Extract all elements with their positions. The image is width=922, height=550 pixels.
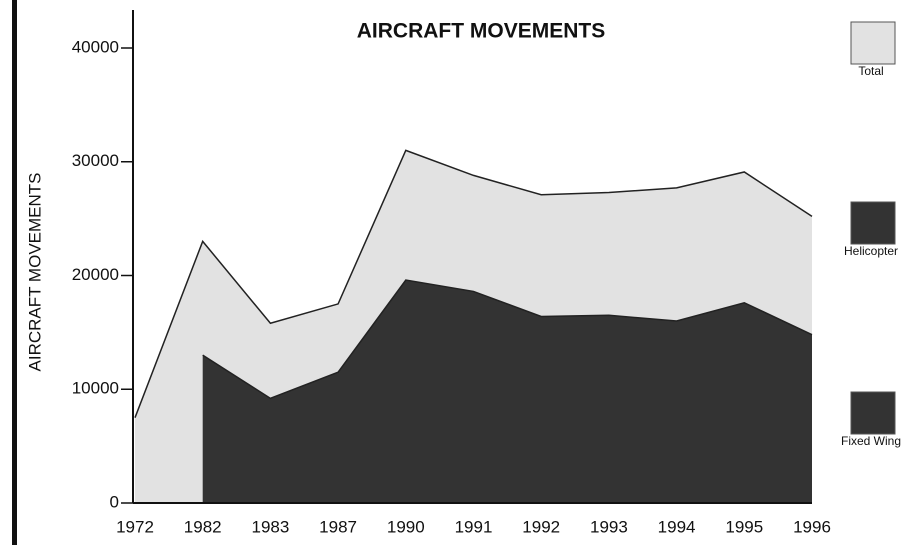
x-tick-label: 1982 [184,517,222,536]
y-tick-label: 0 [110,492,119,511]
y-tick-label: 30000 [72,151,119,170]
x-tick-label: 1990 [387,517,425,536]
legend-swatch [850,21,896,65]
chart-title: AIRCRAFT MOVEMENTS [357,20,606,43]
y-axis-label: AIRCRAFT MOVEMENTS [25,173,44,372]
x-tick-label: 1991 [455,517,493,536]
area [202,280,812,503]
area-outline [134,149,813,418]
area-outline [202,279,813,400]
x-tick-label: 1995 [725,517,763,536]
legend-label: Helicopter [844,244,898,258]
x-tick-label: 1996 [793,517,831,536]
x-tick-label: 1972 [116,517,154,536]
legend-label: Fixed Wing [841,434,901,448]
legend-label: Total [858,64,883,78]
x-tick-label: 1992 [522,517,560,536]
x-tick-label: 1994 [658,517,696,536]
y-tick-label: 20000 [72,265,119,284]
x-tick-label: 1987 [319,517,357,536]
page-border [12,0,17,545]
legend-swatch [850,391,896,435]
x-tick-label: 1993 [590,517,628,536]
y-tick-label: 10000 [72,379,119,398]
x-tick-label: 1983 [251,517,289,536]
legend-swatch [850,201,896,245]
y-tick-label: 40000 [72,37,119,56]
